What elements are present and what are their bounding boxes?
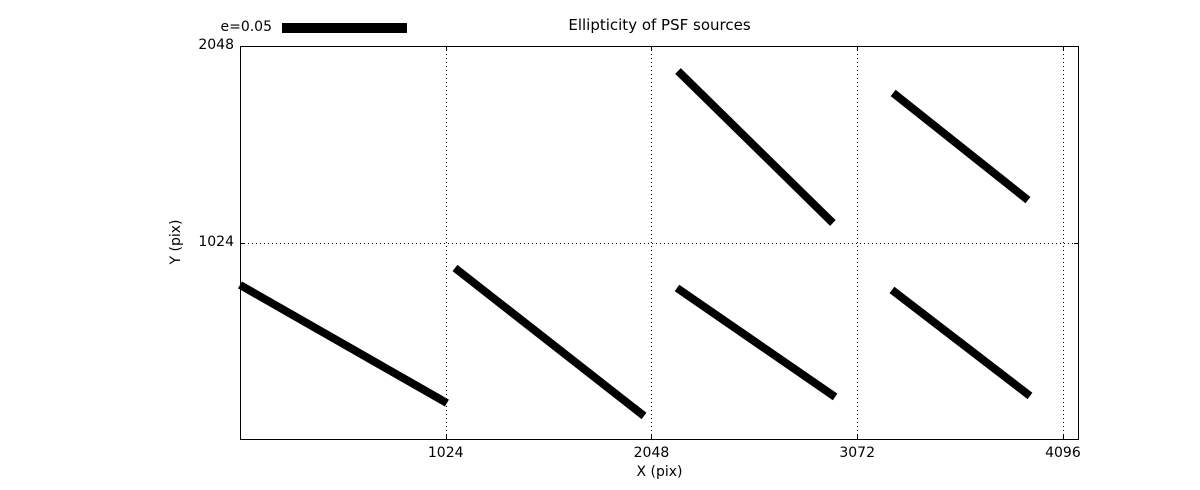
x-tick-label: 1024: [427, 445, 464, 461]
x-tick-label: 4096: [1045, 445, 1081, 461]
whisker-segment: [889, 286, 1033, 400]
y-tick-label: 2048: [198, 37, 234, 53]
legend-label: e=0.05: [220, 19, 272, 35]
x-tick-label: 3072: [839, 445, 875, 461]
legend-scale-bar: [282, 23, 407, 33]
x-axis-label: X (pix): [636, 464, 683, 480]
whisker-segment: [890, 89, 1031, 204]
chart-title: Ellipticity of PSF sources: [568, 16, 751, 34]
whisker-segment: [238, 281, 449, 407]
whisker-segment: [674, 284, 838, 401]
x-tick-label: 2048: [633, 445, 670, 461]
whisker-segment: [452, 264, 647, 420]
y-tick-label: 1024: [198, 234, 234, 250]
whisker-segment: [675, 68, 836, 226]
